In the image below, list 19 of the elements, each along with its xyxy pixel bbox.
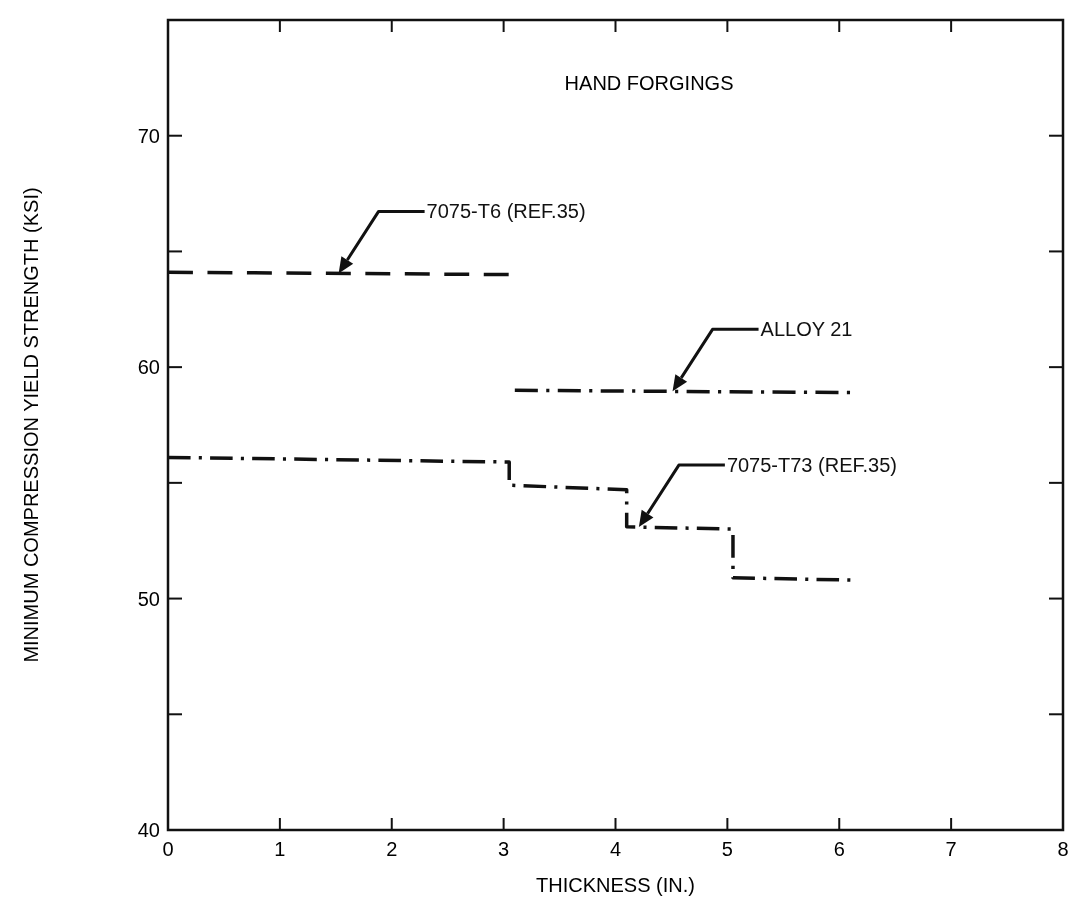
text: HAND FORGINGS	[564, 72, 734, 94]
x-tick-label: 5	[721, 838, 733, 860]
x-tick-label: 1	[274, 838, 286, 860]
y-tick-label: 50	[137, 587, 160, 610]
x-tick-label: 7	[945, 838, 957, 860]
x-tick-label: 2	[386, 838, 398, 860]
text: ALLOY 21	[760, 318, 853, 341]
y-tick-label: 40	[137, 819, 160, 841]
y-tick-label: 60	[137, 356, 160, 379]
y-tick-label: 70	[137, 124, 160, 147]
x-tick-label: 3	[498, 838, 510, 860]
x-tick-label: 6	[833, 838, 845, 860]
text: 7075-T73 (REF.35)	[726, 454, 897, 477]
y-axis-title: MINIMUM COMPRESSION YIELD STRENGTH (KSI)	[20, 187, 42, 663]
x-tick-label: 8	[1057, 838, 1069, 860]
text: 7075-T6 (REF.35)	[426, 200, 586, 223]
x-tick-label: 0	[162, 838, 174, 860]
x-axis-title: THICKNESS (IN.)	[536, 874, 695, 896]
x-tick-label: 4	[609, 838, 622, 860]
